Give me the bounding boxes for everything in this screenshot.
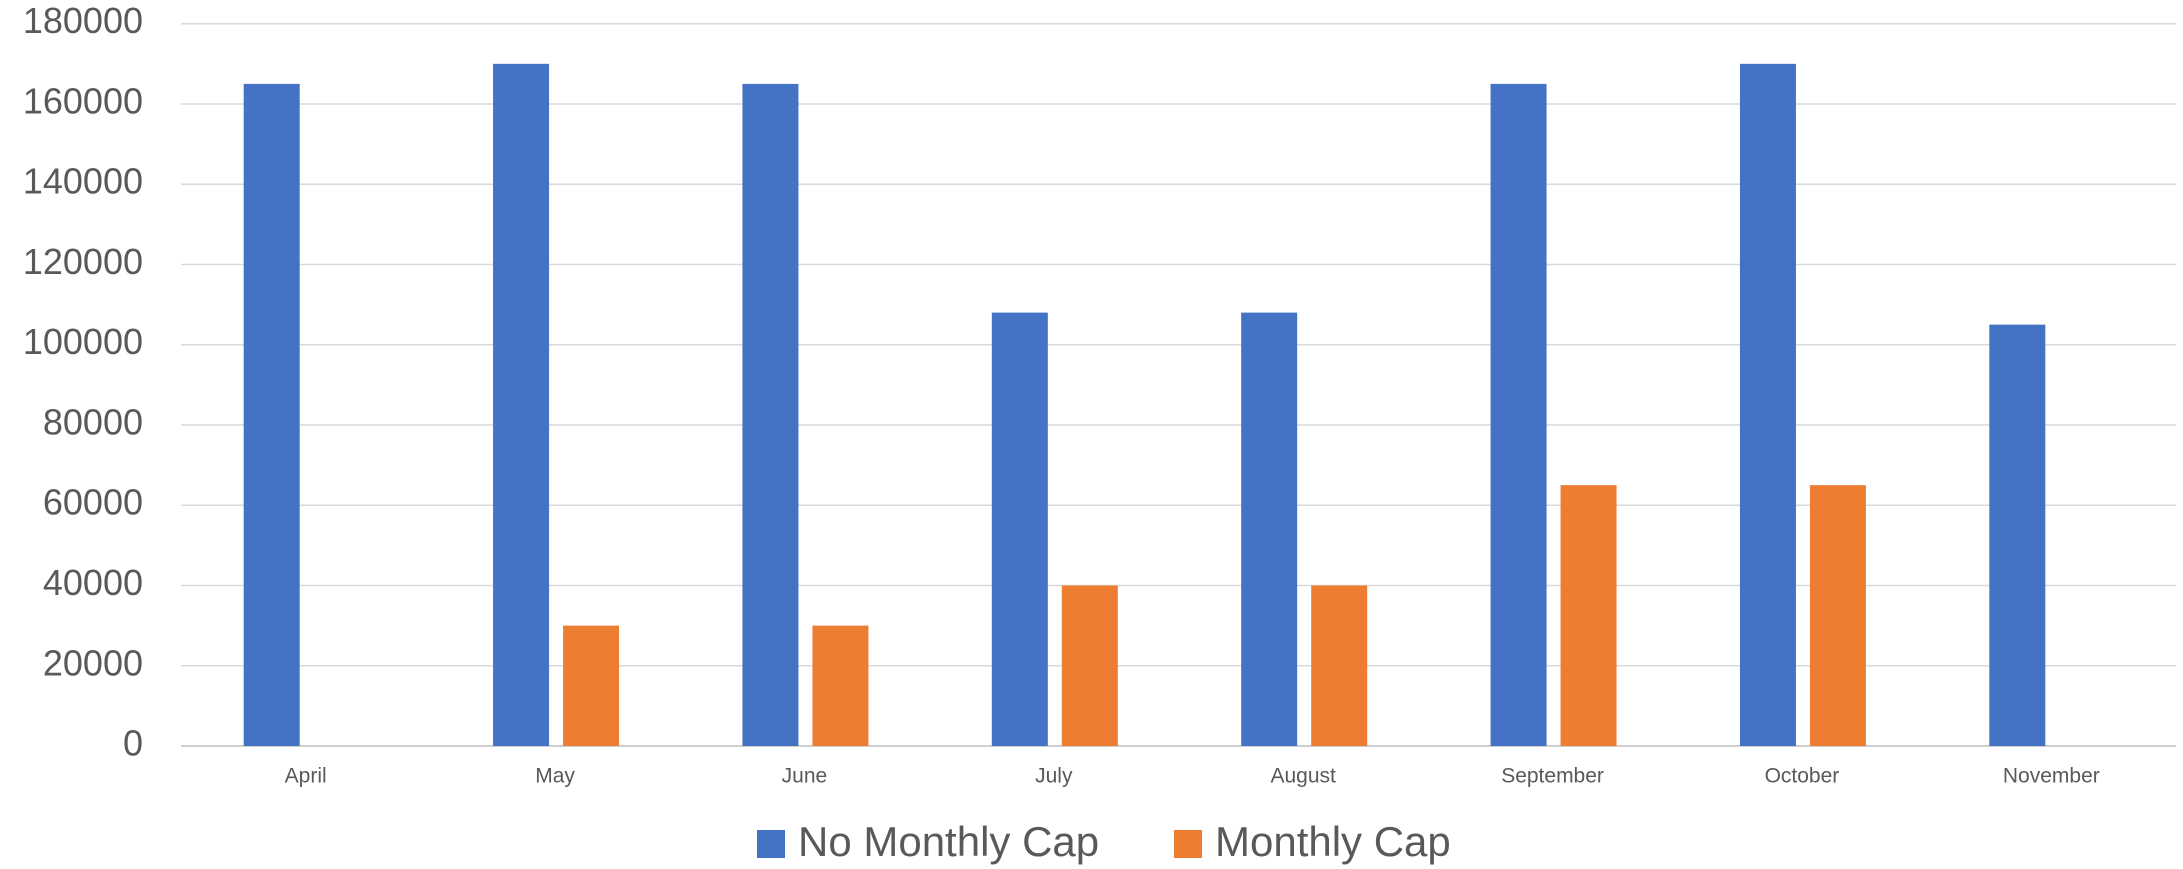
bar	[1989, 324, 2046, 746]
bar	[742, 83, 799, 747]
bar	[493, 63, 550, 747]
y-tick-label: 180000	[23, 0, 143, 41]
legend-swatch	[1174, 830, 1202, 858]
x-tick-label: September	[1501, 765, 1604, 788]
x-tick-label: April	[285, 765, 327, 788]
bar	[243, 83, 300, 747]
legend-swatch	[757, 830, 785, 858]
y-tick-label: 40000	[43, 562, 143, 603]
bar	[1490, 83, 1547, 747]
x-tick-label: November	[2003, 765, 2100, 788]
y-tick-label: 160000	[23, 80, 143, 121]
bar	[1809, 485, 1866, 746]
x-tick-label: July	[1035, 765, 1073, 788]
bar	[1560, 485, 1617, 746]
bar	[1739, 63, 1796, 747]
legend-label: Monthly Cap	[1215, 818, 1451, 865]
y-tick-label: 0	[123, 723, 143, 764]
y-tick-label: 120000	[23, 241, 143, 282]
bar	[1241, 312, 1298, 746]
bar	[812, 625, 869, 746]
bar	[991, 312, 1048, 746]
x-tick-label: May	[535, 765, 575, 788]
x-tick-label: June	[782, 765, 828, 788]
x-tick-label: August	[1270, 765, 1336, 788]
x-tick-label: October	[1765, 765, 1840, 788]
y-tick-label: 60000	[43, 482, 143, 523]
y-tick-label: 80000	[43, 401, 143, 442]
bar	[1061, 585, 1118, 746]
bar	[1311, 585, 1368, 746]
bar	[563, 625, 620, 746]
y-tick-label: 20000	[43, 642, 143, 683]
y-tick-label: 100000	[23, 321, 143, 362]
legend-label: No Monthly Cap	[798, 818, 1099, 865]
y-tick-label: 140000	[23, 161, 143, 202]
